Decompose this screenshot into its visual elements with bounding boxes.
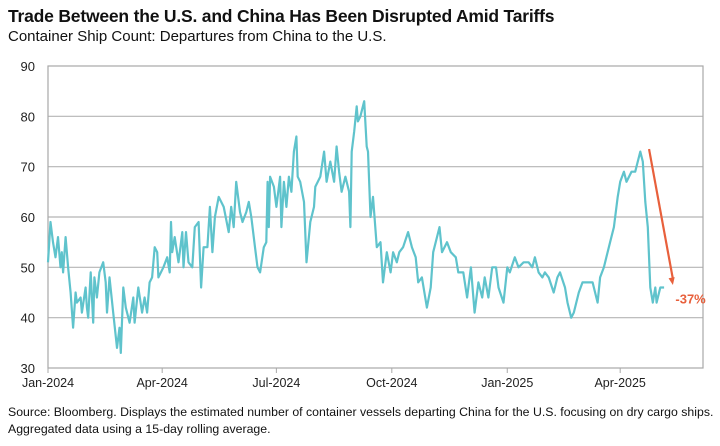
y-tick-label: 70 [21,160,35,175]
source-line-1: Source: Bloomberg. Displays the estimate… [8,405,714,419]
y-tick-label: 80 [21,109,35,124]
x-tick-label: Jan-2025 [481,376,533,390]
arrowhead-icon [668,277,675,285]
y-tick-label: 50 [21,260,35,275]
x-tick-label: Oct-2024 [366,376,417,390]
x-tick-label: Apr-2025 [594,376,645,390]
chart-subtitle: Container Ship Count: Departures from Ch… [8,28,387,45]
annotation-arrow [647,148,674,280]
chart-title: Trade Between the U.S. and China Has Bee… [8,6,555,26]
x-tick-label: Apr-2024 [136,376,187,390]
source-note: Source: Bloomberg. Displays the estimate… [8,404,713,438]
series-line [46,100,665,354]
annotation-label: -37% [675,292,706,307]
x-tick-label: Jan-2024 [22,376,74,390]
y-tick-label: 30 [21,361,35,376]
y-tick-label: 60 [21,210,35,225]
plot-frame [47,65,704,369]
x-tick-label: Jul-2024 [252,376,300,390]
source-line-2: Aggregated data using a 15-day rolling a… [8,422,271,436]
y-tick-label: 90 [21,59,35,74]
y-tick-label: 40 [21,311,35,326]
